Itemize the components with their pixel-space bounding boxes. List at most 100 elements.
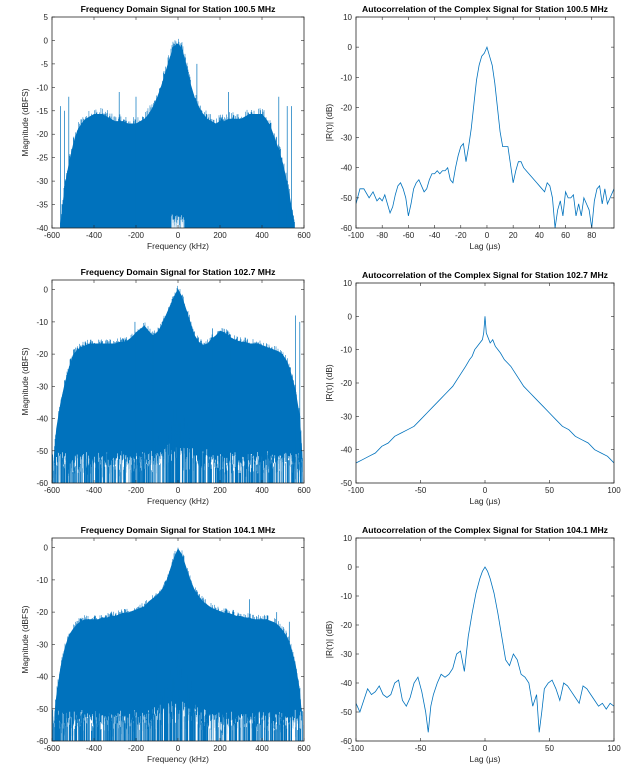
y-tick-label: -15	[36, 107, 48, 116]
y-tick-label: -30	[36, 177, 48, 186]
x-tick-label: -600	[44, 231, 61, 240]
y-tick-label: -25	[36, 154, 48, 163]
y-tick-label: 0	[44, 544, 49, 553]
chart-panel-4: -100 -50 0 50 100-50-40-30-20-10010Autocorre…	[324, 270, 621, 506]
x-tick-label: 200	[213, 231, 227, 240]
y-tick-label: -60	[36, 737, 48, 746]
y-axis-label: Magnitude (dBFS)	[20, 347, 30, 415]
y-tick-label: -20	[36, 350, 48, 359]
chart-panel-6: -100 -50 0 50 100-60-50-40-30-20-10010Autoco…	[324, 525, 621, 764]
y-axis-label: Magnitude (dBFS)	[20, 88, 30, 156]
spectrum-body	[60, 43, 295, 228]
x-tick-label: 60	[561, 231, 570, 240]
x-tick-label: -50	[415, 486, 427, 495]
y-tick-label: 0	[44, 286, 49, 295]
autocorrelation-series	[356, 316, 614, 464]
y-axis-label: |R(τ)| (dB)	[324, 621, 334, 659]
y-tick-label: -50	[340, 479, 352, 488]
x-tick-label: 600	[297, 744, 311, 753]
y-tick-label: -50	[36, 705, 48, 714]
chart-title: Frequency Domain Signal for Station 104.…	[81, 525, 276, 535]
y-tick-label: -20	[36, 130, 48, 139]
x-tick-label: 20	[509, 231, 518, 240]
y-tick-label: -30	[36, 382, 48, 391]
plot-area	[356, 566, 614, 733]
y-tick-label: -10	[36, 576, 48, 585]
autocorrelation-series	[356, 45, 614, 228]
x-tick-label: -100	[348, 231, 365, 240]
x-axis-label: Frequency (kHz)	[147, 241, 209, 251]
y-tick-label: 10	[343, 279, 352, 288]
x-tick-label: 600	[297, 231, 311, 240]
x-tick-label: 200	[213, 744, 227, 753]
y-tick-label: 0	[348, 312, 353, 321]
x-axis-label: Lag (µs)	[470, 496, 501, 506]
noise-floor-gaps	[171, 214, 185, 228]
x-tick-label: 0	[176, 486, 181, 495]
x-tick-label: 400	[255, 744, 269, 753]
x-tick-label: 0	[483, 486, 488, 495]
chart-panel-2: -100 -80 -60 -40 -20 0 20 40 60 80-60-50-40-30-20…	[324, 4, 615, 251]
x-tick-label: 0	[176, 744, 181, 753]
y-axis-label: Magnitude (dBFS)	[20, 605, 30, 673]
chart-panel-5: -600 -400 -200 0 200 400 600 -60 -50 -40 -30 -20 -10…	[20, 525, 311, 764]
x-tick-label: -50	[415, 744, 427, 753]
chart-title: Autocorrelation of the Complex Signal fo…	[362, 4, 608, 14]
x-tick-label: -80	[376, 231, 388, 240]
chart-title: Autocorrelation of the Complex Signal fo…	[362, 525, 608, 535]
x-tick-label: -200	[128, 744, 145, 753]
x-tick-label: -200	[128, 231, 145, 240]
x-tick-label: 50	[545, 486, 554, 495]
x-tick-label: 0	[483, 744, 488, 753]
y-tick-label: -30	[340, 412, 352, 421]
y-tick-label: -50	[36, 447, 48, 456]
chart-panel-3: -600 -400 -200 0 200 400 600 -60 -50 -40 -30 -20 -10…	[20, 267, 311, 506]
chart-title: Frequency Domain Signal for Station 102.…	[81, 267, 276, 277]
y-tick-label: -40	[36, 224, 48, 233]
y-tick-label: -30	[340, 134, 352, 143]
x-tick-label: 400	[255, 486, 269, 495]
x-tick-label: -400	[86, 486, 103, 495]
y-tick-label: -40	[36, 415, 48, 424]
y-tick-label: 10	[343, 13, 352, 22]
y-tick-label: -20	[340, 103, 352, 112]
y-tick-label: -35	[36, 201, 48, 210]
autocorrelation-series	[356, 566, 614, 733]
x-axis-label: Frequency (kHz)	[147, 496, 209, 506]
x-tick-label: 50	[545, 744, 554, 753]
x-tick-label: 200	[213, 486, 227, 495]
axes-box	[355, 16, 615, 229]
plot-area	[60, 38, 295, 228]
y-tick-label: -60	[36, 479, 48, 488]
x-tick-label: 100	[607, 744, 621, 753]
x-tick-label: -600	[44, 744, 61, 753]
spectrum-body	[52, 288, 304, 483]
y-tick-label: 5	[44, 13, 49, 22]
y-tick-label: 0	[348, 563, 353, 572]
x-tick-label: 40	[535, 231, 544, 240]
axes-box	[355, 537, 615, 742]
x-tick-label: -400	[86, 744, 103, 753]
y-tick-label: -50	[340, 708, 352, 717]
y-tick-label: 0	[44, 36, 49, 45]
x-axis-label: Frequency (kHz)	[147, 754, 209, 764]
y-tick-label: -30	[36, 640, 48, 649]
plot-area	[52, 285, 304, 483]
y-tick-label: -10	[36, 83, 48, 92]
y-tick-label: -30	[340, 650, 352, 659]
y-tick-label: -10	[340, 73, 352, 82]
y-tick-label: -40	[340, 679, 352, 688]
x-tick-label: -40	[429, 231, 441, 240]
x-tick-label: -400	[86, 231, 103, 240]
y-tick-label: -10	[340, 346, 352, 355]
x-tick-label: -200	[128, 486, 145, 495]
y-tick-label: -60	[340, 737, 352, 746]
y-tick-label: -20	[340, 379, 352, 388]
y-tick-label: -40	[36, 673, 48, 682]
y-tick-label: 0	[348, 43, 353, 52]
y-tick-label: -20	[36, 608, 48, 617]
x-tick-label: -600	[44, 486, 61, 495]
x-tick-label: 0	[485, 231, 490, 240]
y-axis-label: |R(τ)| (dB)	[324, 104, 334, 142]
